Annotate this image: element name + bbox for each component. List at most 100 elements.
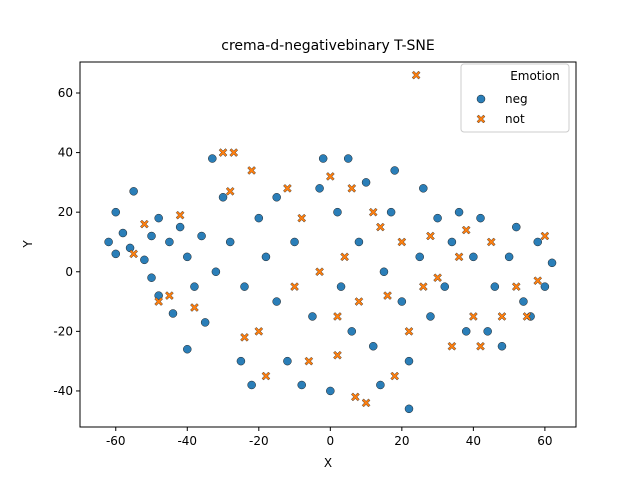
x-tick-label: 40 — [466, 434, 481, 448]
point — [419, 184, 428, 193]
point — [540, 282, 550, 291]
point — [376, 380, 385, 390]
point — [325, 172, 335, 181]
point — [261, 252, 271, 262]
point — [333, 312, 342, 321]
point — [154, 213, 163, 223]
legend-box — [460, 63, 570, 133]
point — [351, 392, 360, 402]
point — [190, 282, 199, 291]
y-axis-label: Y — [21, 240, 35, 249]
point — [522, 312, 532, 321]
point — [208, 154, 217, 163]
point — [361, 398, 371, 408]
point — [336, 282, 346, 291]
point — [236, 356, 246, 366]
point — [397, 297, 407, 306]
point — [129, 249, 138, 259]
point — [183, 252, 192, 262]
y-tick-label: 40 — [58, 146, 73, 160]
x-axis-label: X — [324, 456, 332, 470]
y-tick-label: 0 — [65, 265, 73, 279]
point — [229, 148, 239, 157]
point — [390, 166, 399, 175]
point — [469, 252, 478, 262]
point — [390, 371, 400, 381]
point — [519, 297, 528, 306]
point — [272, 297, 281, 306]
y-tick-label: -20 — [53, 324, 73, 338]
point — [426, 231, 435, 241]
point — [533, 276, 543, 286]
legend-marker — [476, 114, 486, 124]
point — [240, 282, 249, 291]
point — [218, 148, 228, 157]
point — [368, 342, 378, 351]
point — [476, 213, 485, 223]
point — [490, 282, 500, 291]
point — [315, 184, 324, 193]
point — [315, 267, 324, 277]
point — [290, 282, 299, 292]
point — [197, 231, 206, 241]
x-tick-label: -60 — [106, 434, 126, 448]
point — [404, 356, 414, 366]
point — [454, 207, 464, 217]
point — [354, 297, 364, 306]
plot-frame — [79, 61, 577, 428]
legend-marker — [476, 94, 486, 104]
x-tick-label: 20 — [394, 434, 409, 448]
point — [147, 231, 156, 241]
point — [376, 222, 385, 232]
x-tick-label: -40 — [177, 434, 197, 448]
point — [379, 267, 389, 277]
point — [240, 332, 249, 342]
point — [547, 258, 557, 268]
x-tick-label: 0 — [327, 434, 335, 448]
point — [426, 312, 435, 321]
point — [111, 207, 121, 217]
point — [297, 213, 307, 223]
point — [540, 231, 550, 241]
y-tick-label: 60 — [58, 86, 73, 100]
point — [165, 237, 174, 247]
point — [418, 282, 428, 292]
point — [118, 228, 128, 238]
point — [469, 312, 478, 321]
point — [497, 342, 507, 351]
point — [361, 178, 371, 187]
point — [283, 356, 292, 366]
point — [326, 386, 335, 396]
point — [415, 252, 424, 262]
point — [404, 327, 414, 336]
point — [440, 282, 450, 291]
point — [218, 193, 228, 202]
point — [225, 186, 235, 196]
point — [147, 273, 156, 282]
point — [283, 183, 292, 193]
point — [533, 237, 542, 247]
y-tick-label: -40 — [53, 384, 73, 398]
point — [175, 222, 185, 232]
point — [225, 237, 235, 247]
point — [397, 237, 407, 247]
point — [386, 207, 396, 217]
point — [175, 210, 185, 220]
point — [190, 303, 199, 312]
point — [200, 318, 210, 327]
point — [308, 312, 317, 321]
point — [290, 237, 299, 247]
point — [483, 327, 492, 336]
y-tick-label: 20 — [58, 205, 73, 219]
point — [461, 327, 471, 336]
point — [254, 213, 264, 223]
legend-label: not — [505, 112, 525, 126]
point — [461, 225, 471, 235]
point — [183, 344, 192, 354]
point — [511, 282, 521, 292]
point — [304, 356, 314, 366]
point — [111, 249, 121, 259]
point — [447, 341, 457, 351]
x-tick-label: -20 — [249, 434, 269, 448]
point — [454, 252, 464, 262]
